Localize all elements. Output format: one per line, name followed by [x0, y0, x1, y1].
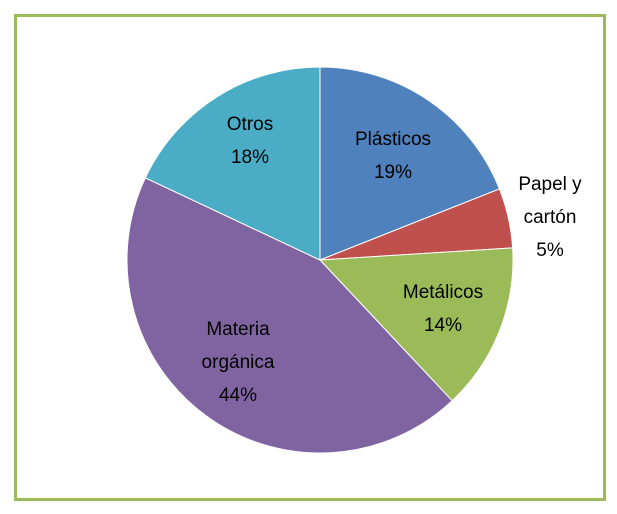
slice-label: Plásticos [355, 129, 431, 150]
slice-label: Otros [227, 114, 273, 135]
slice-percent: 19% [374, 162, 412, 183]
slice-percent: 14% [424, 315, 462, 336]
slice-label: Papel y cartón [518, 174, 582, 228]
label-line: Materia [206, 319, 270, 340]
pie-slice [318, 247, 514, 402]
label-line: cartón [524, 207, 577, 228]
slice-label: Materia orgánica [202, 319, 275, 373]
slice-percent: 44% [219, 385, 257, 406]
label-line: orgánica [202, 352, 275, 373]
slice-percent: 5% [536, 240, 564, 261]
pie-slice [144, 66, 321, 261]
slice-label: Metálicos [403, 282, 483, 303]
slice-percent: 18% [231, 147, 269, 168]
pie-slice [126, 177, 453, 454]
label-line: Papel y [518, 174, 582, 195]
pie-slice [319, 66, 501, 261]
